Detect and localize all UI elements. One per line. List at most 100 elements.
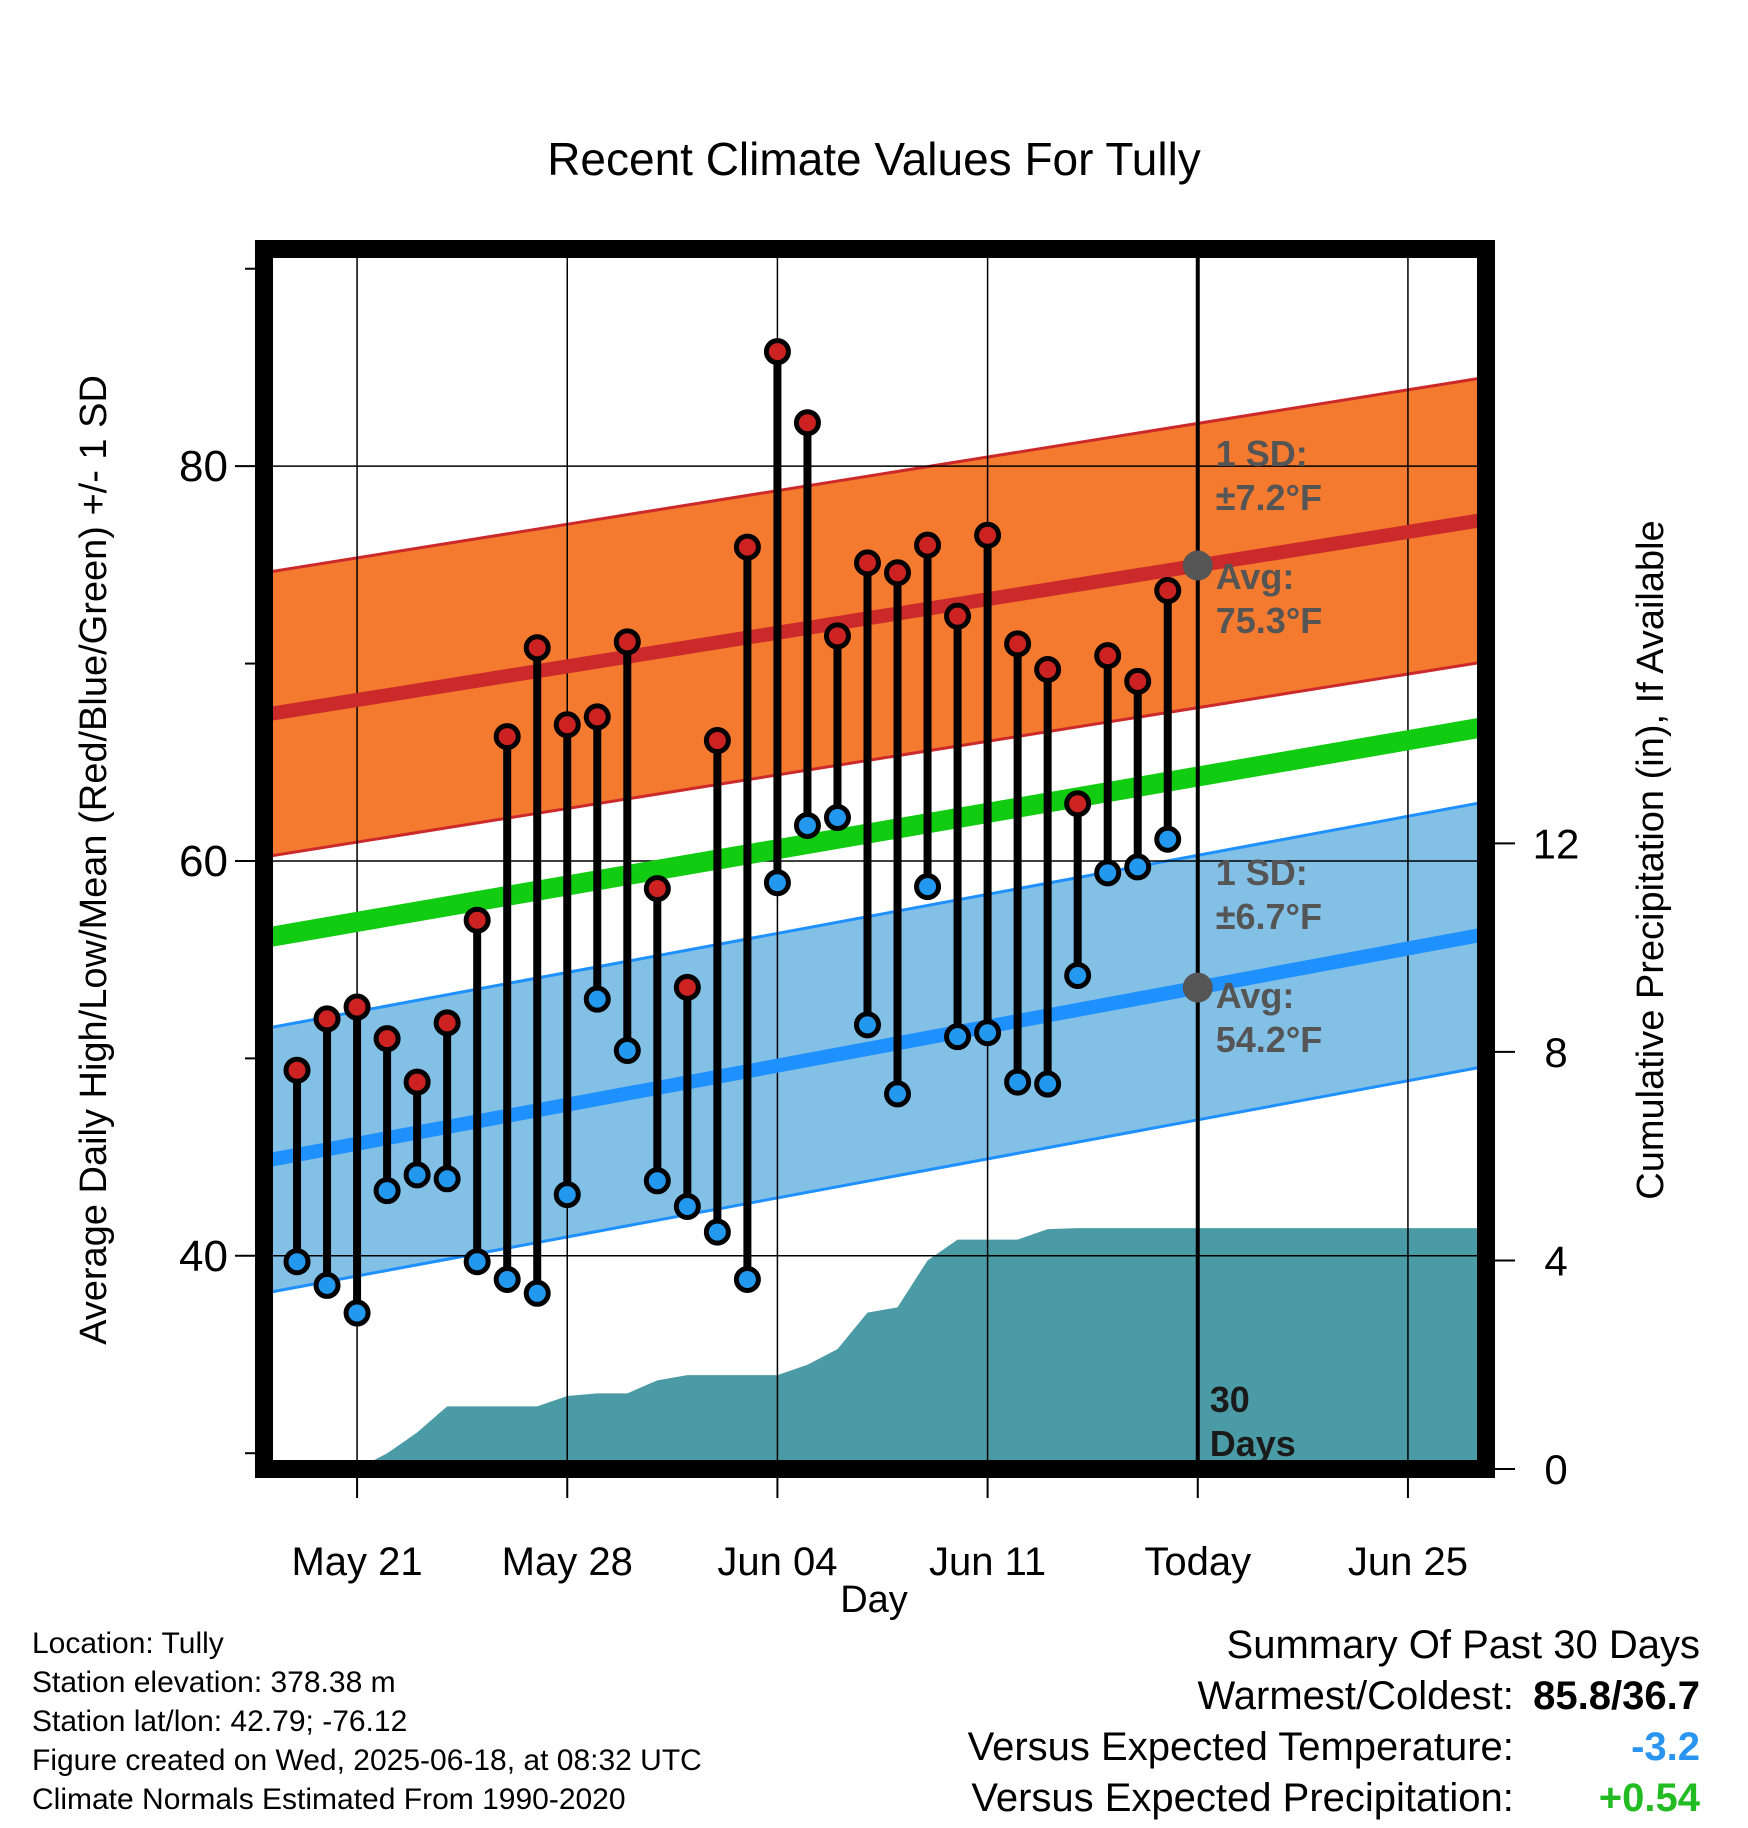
daily-low-point xyxy=(493,1265,521,1293)
x-tick-label: May 28 xyxy=(502,1540,633,1584)
daily-high-point xyxy=(884,559,912,587)
plot-frame xyxy=(255,240,1495,1478)
daily-low-point xyxy=(403,1161,431,1189)
daily-high-point xyxy=(1064,790,1092,818)
daily-high-point xyxy=(583,703,611,731)
daily-high-point xyxy=(763,338,791,366)
daily-low-point xyxy=(733,1265,761,1293)
station-info: Location: Tully Station elevation: 378.3… xyxy=(32,1624,702,1819)
location-text: Location: Tully xyxy=(32,1627,224,1660)
mean-line xyxy=(264,716,1486,948)
x-axis-label: Day xyxy=(840,1579,908,1620)
high-sd-label: 1 SD: xyxy=(1216,433,1308,474)
high-mean-line xyxy=(264,512,1486,722)
y2-axis-label: Cumulative Precipitation (in), If Availa… xyxy=(1630,520,1672,1199)
daily-high-point xyxy=(1154,577,1182,605)
daily-low-point xyxy=(884,1080,912,1108)
daily-high-point xyxy=(433,1009,461,1037)
x-tick-label: Jun 25 xyxy=(1348,1540,1468,1584)
daily-low-point xyxy=(1154,825,1182,853)
daily-low-point xyxy=(523,1279,551,1307)
chart-title: Recent Climate Values For Tully xyxy=(547,133,1201,185)
daily-high-point xyxy=(463,906,491,934)
precip-label: Versus Expected Precipitation: xyxy=(971,1776,1514,1820)
y-tick-label: 80 xyxy=(179,442,228,491)
daily-low-point xyxy=(1064,961,1092,989)
y2-tick-label: 8 xyxy=(1544,1029,1567,1076)
daily-low-point xyxy=(974,1019,1002,1047)
high-avg-today-dot xyxy=(1182,550,1213,581)
daily-low-point xyxy=(914,873,942,901)
daily-high-point xyxy=(1034,655,1062,683)
x-tick-label: Today xyxy=(1144,1540,1251,1584)
daily-low-point xyxy=(703,1218,731,1246)
daily-high-point xyxy=(1004,630,1032,658)
low-sd-label: 1 SD: xyxy=(1216,852,1308,893)
daily-low-point xyxy=(1124,853,1152,881)
daily-high-point xyxy=(673,973,701,1001)
daily-high-point xyxy=(974,521,1002,549)
daily-low-point xyxy=(313,1271,341,1299)
days-number: 30 xyxy=(1210,1379,1250,1420)
low-sd-value: ±6.7°F xyxy=(1216,896,1322,937)
daily-low-point xyxy=(613,1036,641,1064)
latlon-text: Station lat/lon: 42.79; -76.12 xyxy=(32,1705,408,1738)
daily-high-point xyxy=(914,531,942,559)
daily-low-point xyxy=(583,985,611,1013)
daily-high-point xyxy=(523,634,551,662)
daily-high-point xyxy=(613,628,641,656)
days-word: Days xyxy=(1210,1423,1296,1464)
temp-label: Versus Expected Temperature: xyxy=(967,1725,1514,1769)
high-avg-label: Avg: xyxy=(1216,556,1295,597)
elevation-text: Station elevation: 378.38 m xyxy=(32,1666,396,1699)
precip-value: +0.54 xyxy=(1598,1776,1700,1820)
daily-low-point xyxy=(763,869,791,897)
temp-value: -3.2 xyxy=(1631,1725,1700,1769)
summary-precip-row: Versus Expected Precipitation: +0.54 xyxy=(968,1773,1700,1824)
y-tick-label: 60 xyxy=(179,837,228,886)
y-tick-label: 40 xyxy=(179,1232,228,1281)
daily-high-point xyxy=(343,993,371,1021)
x-tick-label: Jun 11 xyxy=(929,1540,1046,1584)
daily-high-point xyxy=(373,1025,401,1053)
daily-high-point xyxy=(283,1056,311,1084)
summary-title: Summary Of Past 30 Days xyxy=(1226,1623,1700,1667)
daily-high-point xyxy=(313,1005,341,1033)
normals-text: Climate Normals Estimated From 1990-2020 xyxy=(32,1783,626,1816)
created-text: Figure created on Wed, 2025-06-18, at 08… xyxy=(32,1744,702,1777)
warmest-label: Warmest/Coldest: xyxy=(1197,1674,1514,1718)
daily-low-point xyxy=(823,804,851,832)
y-axis-label: Average Daily High/Low/Mean (Red/Blue/Gr… xyxy=(73,375,115,1345)
daily-low-point xyxy=(343,1299,371,1327)
daily-low-point xyxy=(1004,1068,1032,1096)
axes: 40 60 80 0 4 8 12 May 21 May 28 Jun 04 Jun 11 Today… xyxy=(179,240,1580,1584)
daily-high-point xyxy=(793,409,821,437)
y2-tick-label: 12 xyxy=(1533,820,1580,867)
y2-tick-label: 0 xyxy=(1544,1446,1567,1493)
low-avg-today-dot xyxy=(1182,972,1213,1003)
climate-chart: Recent Climate Values For Tully 1 SD:±7.… xyxy=(73,133,1672,1620)
x-tick-label: Jun 04 xyxy=(717,1540,837,1584)
daily-high-point xyxy=(493,723,521,751)
daily-low-point xyxy=(1034,1070,1062,1098)
low-avg-label: Avg: xyxy=(1216,975,1295,1016)
daily-high-point xyxy=(1094,642,1122,670)
daily-low-point xyxy=(853,1011,881,1039)
daily-low-point xyxy=(433,1165,461,1193)
daily-high-point xyxy=(553,711,581,739)
summary-panel: Summary Of Past 30 Days Warmest/Coldest:… xyxy=(968,1620,1700,1824)
precip-area xyxy=(357,1228,1486,1469)
daily-low-point xyxy=(1094,859,1122,887)
daily-high-point xyxy=(944,602,972,630)
daily-low-point xyxy=(553,1181,581,1209)
warmest-value: 85.8/36.7 xyxy=(1533,1674,1700,1718)
daily-low-point xyxy=(673,1192,701,1220)
daily-low-point xyxy=(283,1248,311,1276)
x-tick-label: May 21 xyxy=(291,1540,422,1584)
daily-low-point xyxy=(944,1023,972,1051)
daily-high-point xyxy=(403,1068,431,1096)
y2-tick-label: 4 xyxy=(1544,1237,1567,1284)
daily-high-point xyxy=(703,727,731,755)
daily-high-point xyxy=(853,549,881,577)
